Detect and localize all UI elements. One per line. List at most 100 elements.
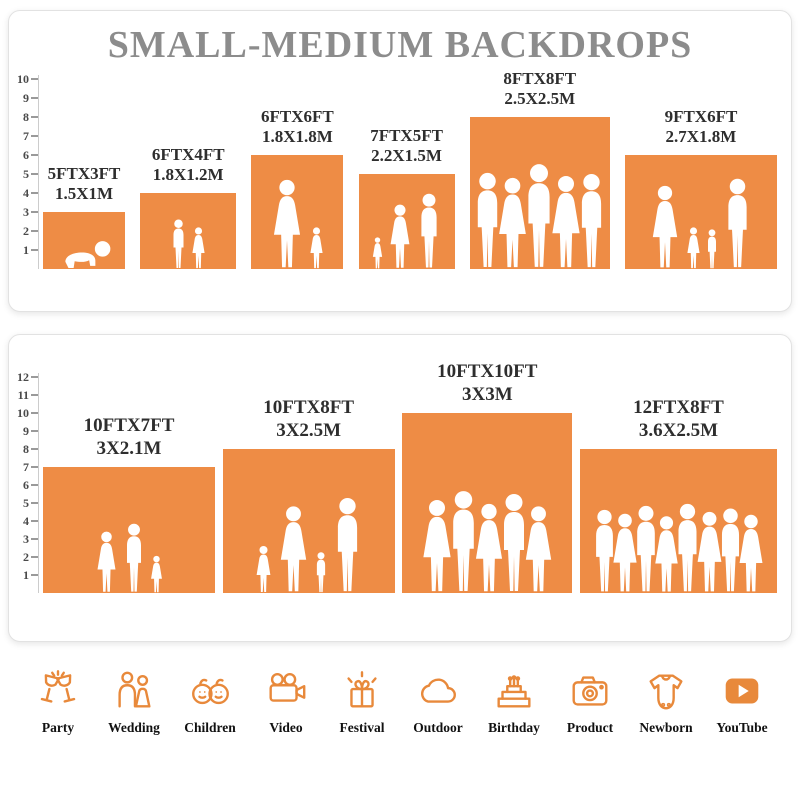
bars-container: 5FTX3FT 1.5X1M 6FTX4FT 1.8X1.2M 6FTX6FT 1.8X1… [43, 69, 777, 269]
y-axis-tick: 6 [13, 478, 38, 492]
backdrop-size-label: 10FTX10FT 3X3M [437, 360, 537, 406]
y-axis-tick-label: 1 [23, 567, 29, 582]
y-axis-tick: 1 [13, 243, 38, 257]
person-silhouette [739, 514, 763, 592]
category-label: Wedding [108, 720, 160, 735]
y-axis-tick-label: 7 [23, 459, 29, 474]
person-silhouette [151, 555, 162, 593]
y-axis-tick: 10 [13, 72, 38, 86]
birthday-icon [478, 668, 550, 714]
person-silhouette [274, 179, 301, 268]
person-silhouette [499, 177, 527, 268]
y-axis-tick-label: 2 [23, 549, 29, 564]
y-axis-tick: 7 [13, 460, 38, 474]
backdrop-size-m: 3.6X2.5M [638, 419, 719, 441]
backdrop-size-m: 2.2X1.5M [371, 146, 442, 166]
person-silhouette [476, 503, 503, 592]
chart-small: 1 2 3 4 5 6 7 8 9 10 5FTX3FT 1.5X1M 6FTX4FT 1.8X1.2M… [17, 69, 777, 299]
category-youtube: YouTube [706, 668, 778, 736]
category-wedding: Wedding [98, 668, 170, 736]
person-silhouette [337, 497, 357, 592]
backdrop-size-m: 3X2.1M [96, 437, 162, 459]
backdrop-size-m: 2.5X2.5M [504, 89, 576, 109]
person-silhouette [97, 531, 116, 592]
person-silhouette [708, 229, 717, 269]
panel-small-backdrops: SMALL-MEDIUM BACKDROPS 1 2 3 4 5 6 7 8 9 10 5FTX3… [8, 10, 792, 312]
product-icon [554, 668, 626, 714]
y-axis-tick-mark [31, 502, 38, 504]
person-silhouette [526, 506, 552, 592]
person-silhouette [478, 172, 498, 268]
person-silhouette [192, 227, 205, 269]
backdrop-size-ft: 8FTX8FT [503, 68, 577, 88]
y-axis-tick: 1 [13, 568, 38, 582]
y-axis-tick: 2 [13, 224, 38, 238]
person-silhouette [582, 173, 602, 268]
person-silhouette [552, 175, 580, 268]
people-silhouettes [223, 497, 395, 593]
y-axis-tick-mark [31, 556, 38, 558]
category-label: Video [269, 720, 303, 735]
backdrop-bar [140, 193, 237, 269]
backdrop-size-label: 10FTX8FT 3X2.5M [263, 396, 354, 442]
person-silhouette [127, 523, 141, 592]
y-axis-line [38, 75, 39, 269]
backdrop-size-label: 6FTX4FT 1.8X1.2M [152, 145, 225, 186]
y-axis-tick-mark [31, 538, 38, 540]
y-axis-tick-mark [31, 211, 38, 213]
person-silhouette [256, 545, 271, 593]
person-silhouette [596, 509, 613, 592]
people-silhouettes [359, 193, 455, 269]
y-axis-tick: 3 [13, 205, 38, 219]
y-axis-tick-mark [31, 394, 38, 396]
y-axis-tick-label: 11 [17, 387, 29, 402]
person-silhouette [678, 503, 697, 592]
category-party: Party [22, 668, 94, 736]
y-axis-tick-mark [31, 448, 38, 450]
backdrop-bar [358, 174, 455, 269]
y-axis-tick-mark [31, 116, 38, 118]
y-axis-tick-label: 4 [23, 513, 29, 528]
y-axis-tick: 2 [13, 550, 38, 564]
party-icon [22, 668, 94, 714]
y-axis-tick-mark [31, 78, 38, 80]
backdrop-size-label: 6FTX6FT 1.8X1.8M [261, 107, 334, 148]
category-label: Party [41, 720, 75, 735]
backdrop-bar-group: 9FTX6FT 2.7X1.8M [624, 106, 777, 269]
person-silhouette [310, 227, 323, 269]
backdrop-bar-group: 7FTX5FT 2.2X1.5M [358, 125, 455, 269]
panel-medium-backdrops: 1 2 3 4 5 6 7 8 9 10 11 12 10FTX7FT 3X2.1M 10FTX8FT 3X… [8, 334, 792, 642]
people-silhouettes [625, 177, 777, 269]
category-label: YouTube [716, 720, 768, 735]
backdrop-bar [222, 449, 395, 593]
person-silhouette [280, 506, 306, 592]
y-axis-tick-label: 1 [23, 242, 29, 257]
y-axis-tick-mark [31, 249, 38, 251]
backdrop-size-m: 1.8X1.2M [152, 165, 224, 185]
backdrop-bar-group: 6FTX4FT 1.8X1.2M [140, 145, 237, 269]
y-axis-tick-label: 6 [23, 147, 29, 162]
category-festival: Festival [326, 668, 398, 736]
y-axis-tick-mark [31, 520, 38, 522]
y-axis-tick-label: 12 [17, 369, 29, 384]
category-outdoor: Outdoor [402, 668, 474, 736]
y-axis-tick-label: 2 [23, 223, 29, 238]
category-birthday: Birthday [478, 668, 550, 736]
backdrop-size-ft: 9FTX6FT [664, 106, 738, 126]
backdrop-bar [43, 212, 125, 269]
backdrop-size-m: 3X2.5M [276, 419, 342, 441]
backdrop-bar [251, 155, 344, 269]
backdrop-bar [579, 449, 777, 593]
backdrop-bar-group: 10FTX7FT 3X2.1M [43, 414, 215, 593]
y-axis-tick-label: 10 [17, 71, 29, 86]
people-silhouettes [43, 523, 215, 593]
category-video: Video [250, 668, 322, 736]
backdrop-size-label: 12FTX8FT 3.6X2.5M [633, 396, 724, 442]
person-silhouette [721, 508, 739, 592]
person-silhouette [421, 193, 437, 268]
backdrop-size-ft: 7FTX5FT [370, 125, 443, 145]
y-axis-tick-mark [31, 412, 38, 414]
y-axis-tick-label: 3 [23, 531, 29, 546]
people-silhouettes [251, 179, 343, 269]
y-axis-tick-label: 10 [17, 405, 29, 420]
